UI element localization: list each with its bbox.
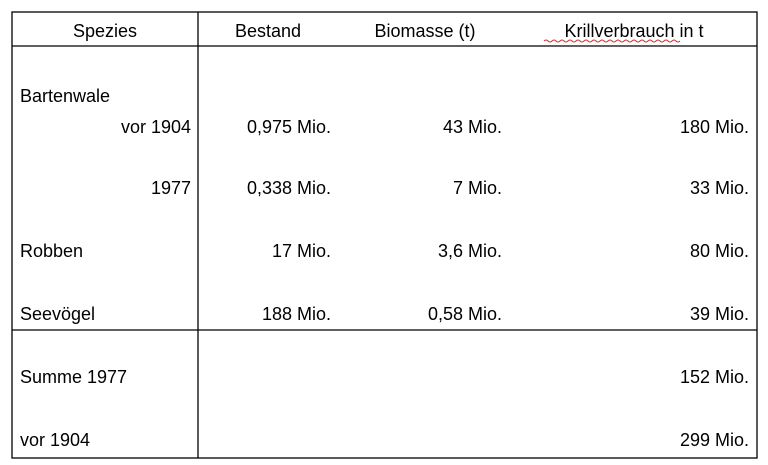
bestand-cell: 0,338 Mio. — [247, 178, 331, 198]
krill-cell: 80 Mio. — [690, 241, 749, 261]
spellcheck-underline — [543, 39, 681, 43]
krill-cell: 39 Mio. — [690, 304, 749, 324]
biomasse-cell: 43 Mio. — [443, 117, 502, 137]
krill-cell: 33 Mio. — [690, 178, 749, 198]
krill-cell: 180 Mio. — [680, 117, 749, 137]
species-cell: Robben — [20, 241, 83, 261]
header-cell: Krillverbrauch in t — [564, 21, 703, 41]
biomasse-cell: 7 Mio. — [453, 178, 502, 198]
bestand-cell: 188 Mio. — [262, 304, 331, 324]
krill-cell: 299 Mio. — [680, 430, 749, 450]
species-cell: Summe 1977 — [20, 367, 127, 387]
krill-cell: 152 Mio. — [680, 367, 749, 387]
table-frame — [11, 11, 758, 459]
bestand-cell: 17 Mio. — [272, 241, 331, 261]
header-cell: Bestand — [235, 21, 301, 41]
species-cell: Bartenwale — [20, 86, 110, 106]
header-cell: Spezies — [73, 21, 137, 41]
bestand-cell: 0,975 Mio. — [247, 117, 331, 137]
species-cell: vor 1904 — [20, 430, 90, 450]
species-cell: vor 1904 — [121, 117, 191, 137]
biomasse-cell: 3,6 Mio. — [438, 241, 502, 261]
species-cell: Seevögel — [20, 304, 95, 324]
biomasse-cell: 0,58 Mio. — [428, 304, 502, 324]
header-cell: Biomasse (t) — [374, 21, 475, 41]
species-cell: 1977 — [151, 178, 191, 198]
